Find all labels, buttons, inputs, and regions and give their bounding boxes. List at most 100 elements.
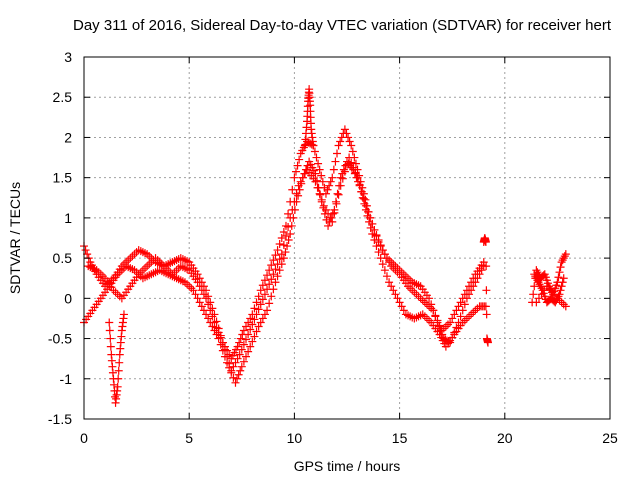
data-point [281, 231, 290, 240]
data-point [313, 183, 322, 192]
data-point [233, 374, 242, 383]
data-point [351, 168, 360, 177]
data-point [531, 272, 540, 281]
data-point [351, 159, 360, 168]
data-point [189, 286, 198, 295]
data-point [284, 236, 293, 245]
data-point [401, 272, 410, 281]
data-point [208, 322, 217, 331]
data-point [389, 264, 398, 273]
data-point [559, 274, 568, 283]
data-point [81, 246, 90, 255]
data-point [256, 300, 265, 309]
data-point [204, 314, 213, 323]
data-point [269, 270, 278, 279]
data-point [339, 165, 348, 174]
data-point [391, 290, 400, 299]
data-point [191, 290, 200, 299]
data-point [410, 288, 419, 297]
data-point [342, 129, 351, 138]
data-point [151, 254, 160, 263]
data-point [254, 305, 263, 314]
data-point [260, 276, 269, 285]
data-point [145, 260, 154, 269]
data-point [348, 147, 357, 156]
data-point [467, 310, 476, 319]
data-point [559, 254, 568, 263]
data-point [530, 270, 539, 279]
data-point [113, 382, 122, 391]
series-track-c [84, 153, 488, 375]
data-point [374, 248, 383, 257]
data-point [391, 266, 400, 275]
data-point [336, 181, 345, 190]
data-point [482, 262, 491, 271]
data-point [210, 318, 219, 327]
data-point [105, 318, 114, 327]
data-point [454, 302, 463, 311]
data-point [275, 255, 284, 264]
data-point [532, 274, 541, 283]
data-point [467, 278, 476, 287]
data-point [353, 173, 362, 182]
y-tick-label: 2.5 [53, 89, 73, 105]
data-point [293, 161, 302, 170]
data-point [113, 290, 122, 299]
data-point [422, 300, 431, 309]
data-point [343, 160, 351, 169]
data-point [237, 345, 246, 354]
data-point [324, 221, 333, 230]
data-point [246, 325, 255, 334]
y-tick-label: 1 [64, 210, 72, 226]
data-point [328, 173, 337, 182]
grid-lines [84, 57, 610, 419]
data-point [275, 240, 284, 249]
data-point [387, 282, 396, 291]
data-point [558, 256, 567, 265]
data-point [294, 181, 303, 190]
data-point [273, 272, 282, 281]
data-point [310, 147, 319, 156]
data-point [208, 312, 217, 321]
data-point [98, 272, 107, 281]
data-point [193, 294, 202, 303]
x-tick-label: 15 [392, 430, 408, 446]
data-point [193, 278, 202, 287]
data-point [554, 292, 563, 301]
data-point [250, 304, 259, 313]
data-point [336, 173, 345, 182]
data-point [105, 326, 114, 335]
data-point [298, 173, 307, 182]
data-point [465, 312, 474, 321]
data-point [309, 141, 318, 150]
data-point [557, 282, 566, 291]
data-point [210, 310, 219, 319]
data-point [252, 310, 261, 319]
data-point [435, 321, 444, 330]
data-point [288, 185, 297, 194]
data-point [483, 338, 492, 347]
data-point [271, 278, 280, 287]
data-point [225, 350, 234, 359]
data-point [366, 213, 375, 222]
data-point [250, 332, 259, 341]
data-point [300, 169, 309, 178]
data-point [138, 266, 147, 275]
data-point [347, 141, 356, 150]
data-point [281, 248, 290, 257]
data-point [321, 205, 330, 214]
data-point [406, 284, 415, 293]
data-point [378, 260, 387, 269]
series-segment-22h [528, 250, 570, 311]
data-point [532, 266, 541, 275]
data-point [115, 358, 124, 367]
x-tick-label: 20 [497, 430, 513, 446]
data-point [231, 358, 240, 367]
data-point [456, 312, 465, 321]
data-point [267, 275, 276, 284]
data-point [252, 298, 261, 307]
data-point [315, 189, 324, 198]
data-point [460, 290, 469, 299]
data-point [246, 314, 255, 323]
data-point [206, 298, 215, 307]
